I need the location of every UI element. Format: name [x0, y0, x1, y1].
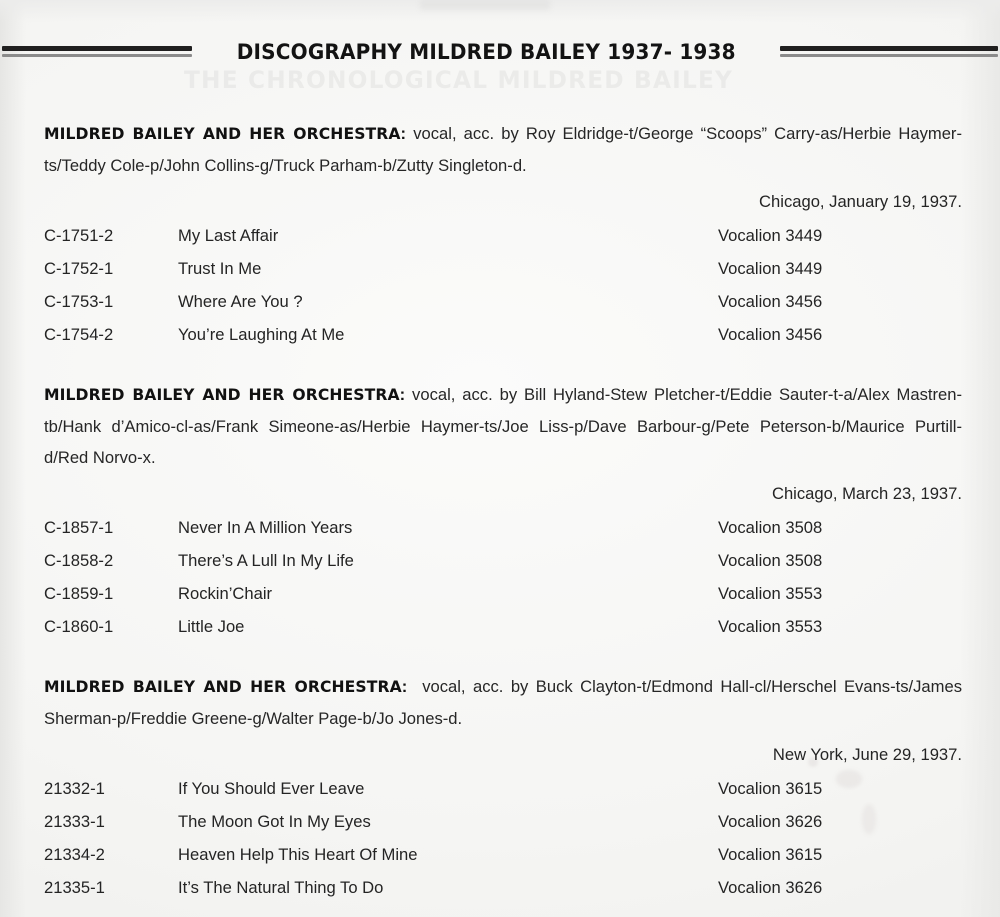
masthead-rule-right	[780, 45, 999, 59]
track-title: If You Should Ever Leave	[178, 778, 365, 798]
session-personnel: MILDRED BAILEY AND HER ORCHESTRA: vocal,…	[44, 118, 962, 181]
issue-number: Vocalion 3456	[718, 324, 823, 344]
table-row: C-1751-2 My Last Affair Vocalion 3449	[44, 219, 962, 252]
matrix-number: C-1751-2	[44, 225, 114, 245]
matrix-number: 21334-2	[44, 844, 105, 864]
band-name: MILDRED BAILEY AND HER ORCHESTRA	[44, 386, 400, 404]
table-row: C-1857-1 Never In A Million Years Vocali…	[44, 511, 962, 544]
track-title: Heaven Help This Heart Of Mine	[178, 844, 418, 864]
table-row: C-1860-1 Little Joe Vocalion 3553	[44, 610, 962, 643]
table-row: C-1753-1 Where Are You ? Vocalion 3456	[44, 285, 962, 318]
personnel-text: vocal, acc. by Buck Clayton-t/Edmond Hal…	[44, 677, 963, 728]
track-title: Never In A Million Years	[178, 517, 353, 537]
band-name: MILDRED BAILEY AND HER ORCHESTRA	[44, 678, 402, 696]
issue-number: Vocalion 3553	[718, 583, 823, 603]
personnel-text: vocal, acc. by Roy Eldridge-t/George “Sc…	[44, 124, 962, 175]
issue-number: Vocalion 3449	[718, 225, 823, 245]
issue-number: Vocalion 3456	[718, 291, 823, 311]
issue-number: Vocalion 3508	[718, 550, 823, 570]
matrix-number: 21333-1	[44, 811, 105, 831]
issue-number: Vocalion 3626	[718, 877, 823, 897]
session-entry: MILDRED BAILEY AND HER ORCHESTRA: vocal,…	[44, 118, 962, 351]
issue-number: Vocalion 3508	[718, 517, 823, 537]
paper-edge-left	[0, 0, 26, 917]
band-colon: :	[401, 677, 408, 696]
session-place-date: Chicago, March 23, 1937.	[771, 484, 962, 503]
personnel-text: vocal, acc. by Bill Hyland-Stew Pletcher…	[44, 385, 962, 467]
matrix-number: C-1857-1	[44, 517, 114, 537]
takes-table: C-1857-1 Never In A Million Years Vocali…	[44, 511, 962, 643]
table-row: C-1752-1 Trust In Me Vocalion 3449	[44, 252, 962, 285]
table-row: C-1859-1 Rockin’Chair Vocalion 3553	[44, 577, 962, 610]
band-colon: :	[399, 385, 406, 404]
track-title: It’s The Natural Thing To Do	[178, 877, 384, 897]
masthead-rule-left	[1, 45, 192, 59]
matrix-number: C-1858-2	[44, 550, 114, 570]
track-title: Little Joe	[178, 616, 245, 636]
matrix-number: C-1859-1	[44, 583, 114, 603]
band-colon: :	[400, 124, 407, 143]
track-title: Where Are You ?	[178, 291, 303, 311]
track-title: Rockin’Chair	[178, 583, 273, 603]
matrix-number: 21332-1	[44, 778, 105, 798]
session-entry: MILDRED BAILEY AND HER ORCHESTRA: vocal,…	[44, 379, 962, 643]
matrix-number: 21335-1	[44, 877, 105, 897]
session-place-date: Chicago, January 19, 1937.	[759, 192, 962, 211]
track-title: Trust In Me	[178, 258, 262, 278]
table-row: 21333-1 The Moon Got In My Eyes Vocalion…	[44, 805, 962, 838]
issue-number: Vocalion 3615	[718, 778, 823, 798]
page-masthead: DISCOGRAPHY MILDRED BAILEY 1937- 1938	[0, 30, 1000, 74]
matrix-number: C-1860-1	[44, 616, 114, 636]
page-title: DISCOGRAPHY MILDRED BAILEY 1937- 1938	[236, 39, 736, 65]
paper-edge-right	[960, 0, 1000, 917]
takes-table: 21332-1 If You Should Ever Leave Vocalio…	[44, 772, 962, 904]
matrix-number: C-1753-1	[44, 291, 114, 311]
table-row: C-1858-2 There’s A Lull In My Life Vocal…	[44, 544, 962, 577]
session-place-date: New York, June 29, 1937.	[772, 745, 962, 764]
matrix-number: C-1752-1	[44, 258, 114, 278]
sessions-list: MILDRED BAILEY AND HER ORCHESTRA: vocal,…	[44, 118, 962, 904]
table-row: 21334-2 Heaven Help This Heart Of Mine V…	[44, 838, 962, 871]
issue-number: Vocalion 3615	[718, 844, 823, 864]
track-title: There’s A Lull In My Life	[178, 550, 354, 570]
table-row: 21332-1 If You Should Ever Leave Vocalio…	[44, 772, 962, 805]
table-row: C-1754-2 You’re Laughing At Me Vocalion …	[44, 318, 962, 351]
scan-smudge	[420, 0, 550, 10]
issue-number: Vocalion 3449	[718, 258, 823, 278]
paper-edge-top	[0, 0, 1000, 22]
table-row: 21335-1 It’s The Natural Thing To Do Voc…	[44, 871, 962, 904]
track-title: My Last Affair	[178, 225, 279, 245]
takes-table: C-1751-2 My Last Affair Vocalion 3449 C-…	[44, 219, 962, 351]
issue-number: Vocalion 3553	[718, 616, 823, 636]
band-name: MILDRED BAILEY AND HER ORCHESTRA	[44, 125, 401, 143]
matrix-number: C-1754-2	[44, 324, 114, 344]
session-entry: MILDRED BAILEY AND HER ORCHESTRA: vocal,…	[44, 671, 962, 904]
session-personnel: MILDRED BAILEY AND HER ORCHESTRA: vocal,…	[44, 379, 962, 473]
session-personnel: MILDRED BAILEY AND HER ORCHESTRA: vocal,…	[44, 671, 962, 734]
track-title: You’re Laughing At Me	[178, 324, 345, 344]
track-title: The Moon Got In My Eyes	[178, 811, 371, 831]
issue-number: Vocalion 3626	[718, 811, 823, 831]
